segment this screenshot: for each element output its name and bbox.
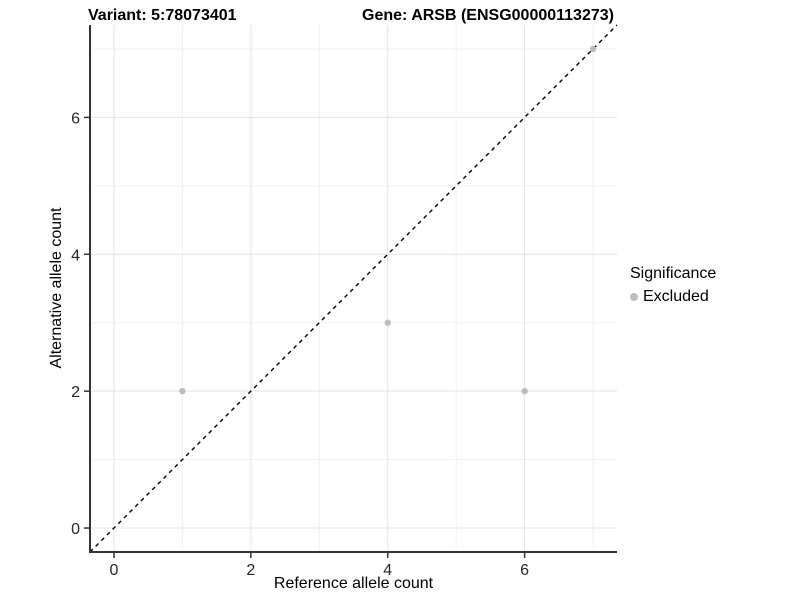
- legend: Significance Excluded: [630, 265, 716, 306]
- data-point: [521, 387, 528, 395]
- y-tick-label: 4: [71, 247, 80, 264]
- x-axis-title: Reference allele count: [273, 575, 434, 592]
- y-tick-label: 6: [71, 110, 80, 127]
- x-tick-label: 2: [246, 562, 255, 579]
- x-tick-label: 0: [110, 562, 119, 579]
- y-axis-title: Alternative allele count: [48, 207, 65, 369]
- legend-items: Excluded: [630, 288, 716, 306]
- gene-title: Gene: ARSB (ENSG00000113273): [362, 7, 614, 24]
- y-tick-label: 2: [71, 384, 80, 401]
- y-tick-label: 0: [71, 521, 80, 538]
- data-point: [384, 319, 391, 326]
- data-point: [589, 45, 597, 53]
- legend-title: Significance: [630, 265, 717, 282]
- legend-item: Excluded: [630, 288, 716, 306]
- legend-item-label: Excluded: [643, 288, 709, 305]
- x-tick-label: 6: [520, 562, 529, 579]
- legend-key-dot: [630, 293, 638, 301]
- data-point: [179, 387, 186, 395]
- x-tick-label: 4: [383, 562, 392, 579]
- identity-line: [89, 24, 618, 553]
- variant-title: Variant: 5:78073401: [88, 7, 237, 24]
